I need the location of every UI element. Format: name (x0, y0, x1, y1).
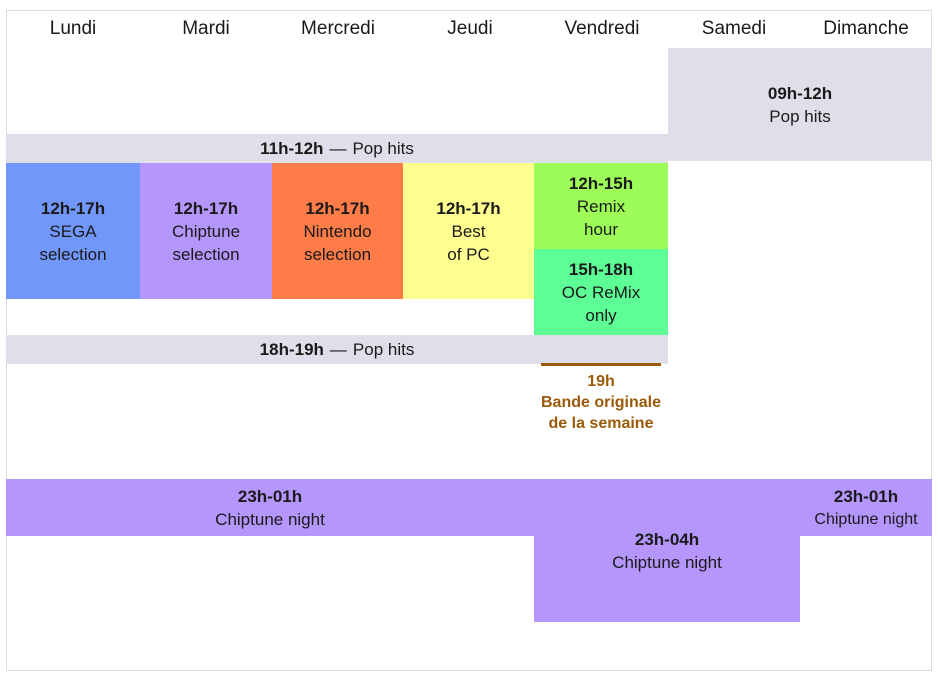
ost-marker-bar (541, 363, 661, 366)
block-weeknight-chiptune: 23h-01h Chiptune night (6, 479, 534, 536)
block-time: 23h-01h (833, 486, 899, 506)
strip-noon-pop-hits: 11h-12h — Pop hits (6, 134, 668, 163)
block-title-line2: hour (583, 219, 619, 239)
strip-evening-pop-hits: 18h-19h — Pop hits (6, 335, 668, 364)
block-title-line2: selection (303, 244, 372, 264)
block-title-line1: OC ReMix (561, 282, 641, 302)
block-title-line2: selection (172, 244, 240, 264)
ost-title-line1: Bande originale (540, 394, 662, 411)
block-sega-selection: 12h-17h SEGA selection (6, 163, 140, 299)
day-header-vendredi: Vendredi (564, 18, 640, 39)
block-nintendo-selection: 12h-17h Nintendo selection (272, 163, 403, 299)
strip-dash: — (329, 138, 347, 158)
block-title-line1: SEGA (49, 221, 97, 241)
block-title: Pop hits (769, 106, 831, 126)
strip-time: 11h-12h (260, 138, 324, 158)
ost-time: 19h (587, 373, 615, 390)
day-header-samedi: Samedi (701, 18, 767, 39)
block-time: 12h-17h (305, 198, 370, 218)
block-title-line2: selection (39, 244, 107, 264)
block-title-line2: only (585, 305, 617, 325)
block-time: 09h-12h (767, 83, 833, 103)
block-time: 23h-04h (634, 530, 700, 549)
block-title: Chiptune night (814, 510, 918, 528)
block-time: 12h-17h (40, 198, 106, 218)
block-title: Chiptune night (215, 509, 325, 529)
day-header-jeudi: Jeudi (447, 18, 493, 39)
block-remix-hour: 12h-15h Remix hour (534, 163, 668, 249)
block-title: Chiptune night (612, 553, 722, 572)
block-weekend-pop-hits: 09h-12h Pop hits (668, 48, 932, 161)
strip-title: Pop hits (352, 339, 415, 359)
strip-time: 18h-19h (259, 339, 324, 359)
block-time: 23h-01h (237, 486, 303, 506)
block-time: 12h-15h (568, 173, 634, 193)
ost-title-line2: de la semaine (548, 415, 654, 432)
block-title-line1: Best (451, 221, 486, 241)
block-title-line1: Nintendo (303, 221, 372, 241)
ost-marker: 19h Bande originale de la semaine (534, 363, 668, 434)
day-header-lundi: Lundi (49, 18, 97, 39)
block-time: 15h-18h (568, 259, 634, 279)
block-time: 12h-17h (173, 198, 239, 218)
strip-dash: — (329, 339, 347, 359)
block-best-of-pc: 12h-17h Best of PC (403, 163, 534, 299)
block-title-line1: Chiptune (171, 221, 241, 241)
day-header-dimanche: Dimanche (823, 18, 909, 39)
block-ocremix-only: 15h-18h OC ReMix only (534, 249, 668, 335)
block-friday-chiptune: 23h-04h Chiptune night (534, 479, 800, 622)
block-title-line1: Remix (576, 196, 626, 216)
block-title-line2: of PC (447, 244, 490, 264)
day-header-mardi: Mardi (182, 18, 230, 39)
day-header-mercredi: Mercredi (301, 18, 375, 39)
block-time: 12h-17h (436, 198, 501, 218)
block-chiptune-selection: 12h-17h Chiptune selection (140, 163, 272, 299)
strip-title: Pop hits (352, 138, 414, 158)
block-sunday-chiptune: 23h-01h Chiptune night (800, 479, 932, 536)
